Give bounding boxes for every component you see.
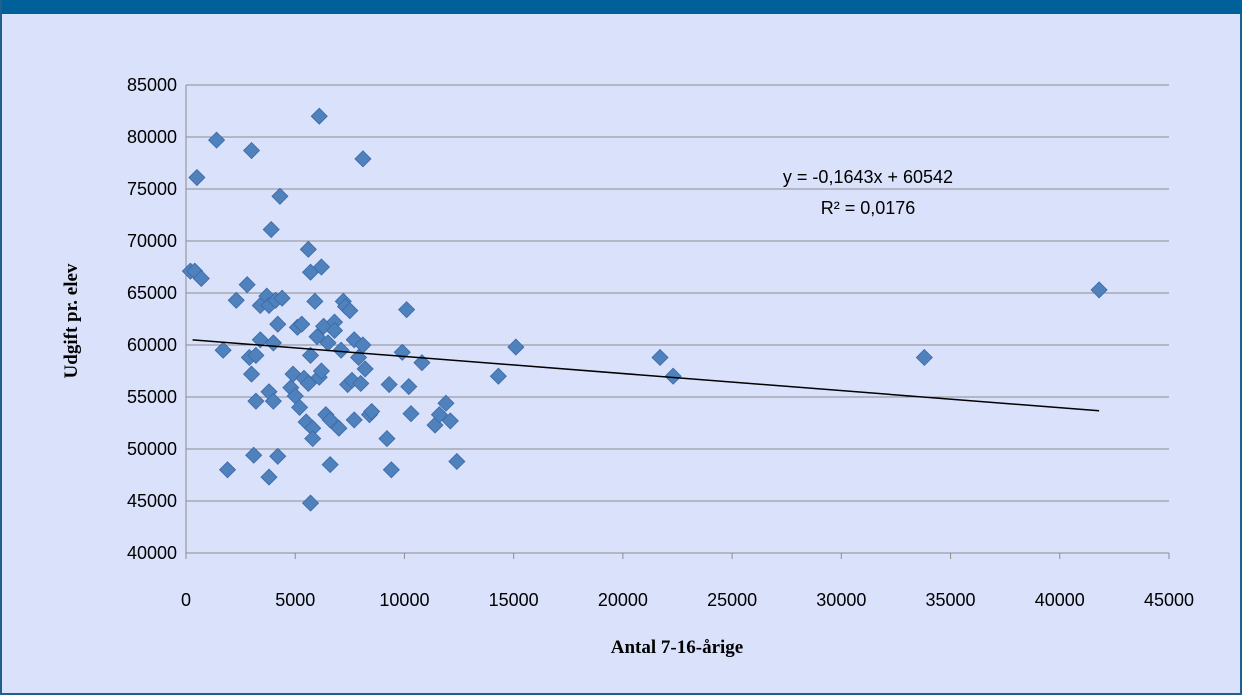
data-point [382, 461, 400, 479]
x-tick-label: 25000 [707, 590, 757, 610]
data-point [441, 412, 459, 430]
data-point [291, 398, 309, 416]
data-point [242, 365, 261, 383]
x-tick-label: 45000 [1144, 590, 1194, 610]
y-tick-label: 70000 [127, 231, 177, 251]
data-point [380, 375, 398, 394]
data-point [354, 150, 372, 168]
data-point [448, 452, 466, 471]
data-point [242, 141, 261, 160]
data-point [393, 343, 411, 361]
data-point [301, 346, 320, 364]
x-tick-labels: 0 5000 10000 15000 20000 25000 30000 35000 40000… [181, 590, 1194, 610]
data-point [332, 341, 350, 359]
data-point [312, 258, 331, 276]
data-points [181, 107, 1108, 512]
data-point [247, 392, 265, 410]
data-point [238, 276, 256, 294]
data-point [208, 131, 226, 149]
data-point [264, 392, 282, 410]
x-tick-label: 5000 [275, 590, 315, 610]
data-point [269, 447, 287, 465]
data-point [363, 402, 381, 421]
data-point [264, 334, 282, 352]
y-tick-label: 55000 [127, 387, 177, 407]
data-point [299, 240, 317, 258]
x-tick-label: 30000 [816, 590, 866, 610]
y-tick-label: 40000 [127, 543, 177, 563]
y-tick-label: 85000 [127, 75, 177, 95]
data-point [304, 430, 322, 448]
y-tick-label: 50000 [127, 439, 177, 459]
y-tick-label: 75000 [127, 179, 177, 199]
data-point [915, 348, 933, 367]
y-tick-label: 45000 [127, 491, 177, 511]
trendline-equation: y = -0,1643x + 60542 [783, 167, 953, 187]
data-point [321, 456, 339, 474]
data-point [437, 394, 455, 412]
data-point [308, 328, 326, 346]
data-point [664, 367, 682, 385]
x-tick-label: 40000 [1035, 590, 1085, 610]
data-point [227, 291, 245, 309]
data-point [325, 321, 344, 340]
data-point [192, 269, 210, 288]
y-tick-labels: 40000 45000 50000 55000 60000 65000 70000 75000… [127, 75, 177, 563]
data-point [301, 494, 320, 512]
data-point [341, 302, 359, 320]
axes [185, 85, 1170, 559]
top-bar [2, 0, 1242, 14]
x-axis-title: Antal 7-16-årige [611, 637, 743, 658]
data-point [273, 289, 291, 307]
x-tick-label: 35000 [926, 590, 976, 610]
data-point [330, 419, 348, 437]
data-point [271, 187, 289, 205]
data-point [378, 430, 396, 448]
data-point [356, 360, 374, 378]
data-point [245, 446, 263, 464]
x-tick-label: 10000 [379, 590, 429, 610]
y-tick-label: 65000 [127, 283, 177, 303]
gridlines [186, 84, 1169, 502]
data-point [321, 411, 339, 429]
data-point [489, 367, 507, 385]
data-point [312, 362, 331, 380]
trendline-r-squared: R² = 0,0176 [821, 198, 916, 218]
data-point [651, 348, 669, 367]
data-point [310, 107, 328, 125]
x-tick-label: 0 [181, 590, 191, 610]
data-point [293, 315, 311, 333]
data-point [398, 301, 416, 319]
data-point [262, 220, 280, 239]
data-point [306, 292, 324, 310]
data-point [352, 374, 370, 393]
data-point [345, 411, 363, 429]
data-point [299, 374, 317, 393]
data-point [507, 338, 525, 356]
x-tick-label: 15000 [489, 590, 539, 610]
data-point [188, 168, 206, 187]
data-point [260, 468, 278, 486]
data-point [402, 405, 420, 423]
data-point [218, 461, 237, 479]
data-point [430, 406, 448, 424]
data-point [400, 378, 418, 396]
y-tick-label: 80000 [127, 127, 177, 147]
data-point [1090, 281, 1108, 299]
data-point [247, 346, 265, 364]
data-point [214, 341, 232, 359]
data-point [251, 331, 269, 349]
x-tick-label: 20000 [598, 590, 648, 610]
y-axis-title: Udgift pr. elev [61, 263, 82, 378]
trendline [192, 339, 1100, 412]
data-point [269, 315, 287, 333]
y-tick-label: 60000 [127, 335, 177, 355]
